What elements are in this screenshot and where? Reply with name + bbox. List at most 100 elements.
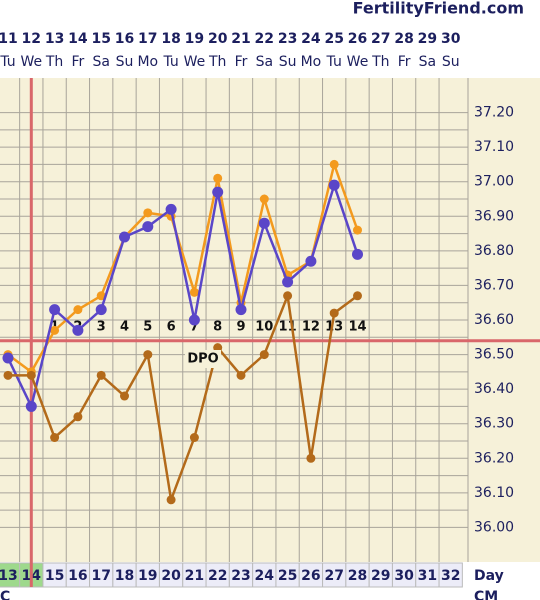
cycle-day-title: Day xyxy=(474,568,504,584)
weekday-label: Sa xyxy=(92,54,109,70)
date-label: 13 xyxy=(45,31,64,47)
date-label: 29 xyxy=(418,31,437,47)
cycle-day-label: 25 xyxy=(278,568,297,584)
dpo-label: 4 xyxy=(120,320,129,335)
y-tick-label: 36.10 xyxy=(474,485,514,501)
dpo-label: 3 xyxy=(97,320,106,335)
data-point xyxy=(189,433,199,443)
data-point xyxy=(143,350,153,360)
series-line xyxy=(8,290,359,505)
date-label: 20 xyxy=(208,31,228,47)
data-point xyxy=(353,291,362,301)
data-point xyxy=(305,255,317,267)
cycle-day-label: 19 xyxy=(138,568,157,584)
cycle-day-label: 32 xyxy=(441,568,460,584)
cycle-day-label: 16 xyxy=(68,568,87,584)
weekday-label: Fr xyxy=(235,54,248,70)
y-tick-label: 36.20 xyxy=(474,450,514,466)
data-point xyxy=(236,370,246,380)
y-tick-label: 36.40 xyxy=(474,381,514,397)
date-label: 25 xyxy=(324,31,343,47)
site-name: FertilityFriend.com xyxy=(353,0,524,18)
data-point xyxy=(188,314,200,326)
cycle-day-label: 30 xyxy=(394,568,414,584)
weekday-label: Sa xyxy=(256,54,273,70)
data-point xyxy=(119,231,130,243)
cycle-day-label: 20 xyxy=(161,568,181,584)
weekday-label: Tu xyxy=(326,54,342,70)
data-point xyxy=(259,350,269,360)
weekday-label: Th xyxy=(371,54,389,70)
data-point xyxy=(212,186,224,198)
weekday-label: We xyxy=(184,54,206,70)
weekday-label: Su xyxy=(442,54,460,70)
data-point xyxy=(189,287,199,297)
data-point xyxy=(143,208,153,218)
dpo-label: 14 xyxy=(348,320,366,335)
data-point xyxy=(3,370,13,380)
cycle-day-label: 31 xyxy=(418,568,437,584)
date-label: 11 xyxy=(0,31,18,47)
data-point xyxy=(96,370,106,380)
series-line xyxy=(6,181,359,411)
y-tick-label: 36.00 xyxy=(474,519,514,535)
data-point xyxy=(353,225,362,235)
date-label: 26 xyxy=(348,31,367,47)
y-tick-label: 37.10 xyxy=(474,139,514,155)
data-point xyxy=(96,291,106,301)
cycle-day-label: 24 xyxy=(255,568,275,584)
date-label: 18 xyxy=(161,31,180,47)
data-point xyxy=(26,370,36,380)
dpo-label: 6 xyxy=(167,320,176,335)
y-tick-label: 37.00 xyxy=(474,174,514,190)
data-point xyxy=(2,352,14,364)
weekday-label: Fr xyxy=(398,54,411,70)
date-label: 27 xyxy=(371,31,390,47)
dpo-title: DPO xyxy=(187,352,218,367)
dpo-label: 9 xyxy=(236,320,245,335)
data-point xyxy=(306,453,316,463)
weekday-label: Mo xyxy=(137,54,158,70)
y-tick-label: 36.80 xyxy=(474,243,514,259)
weekday-label: Tu xyxy=(0,54,16,70)
data-point xyxy=(95,304,107,316)
date-label: 17 xyxy=(138,31,157,47)
data-point xyxy=(328,179,340,191)
weekday-label: Su xyxy=(279,54,297,70)
cycle-day-label: 26 xyxy=(301,568,320,584)
y-tick-label: 36.70 xyxy=(474,277,514,293)
weekday-label: We xyxy=(20,54,42,70)
data-point xyxy=(166,495,176,505)
date-label: 24 xyxy=(301,31,321,47)
cycle-day-cell xyxy=(438,562,463,588)
date-label: 15 xyxy=(91,31,110,47)
cycle-day-label: 28 xyxy=(348,568,367,584)
cycle-day-label: 15 xyxy=(45,568,64,584)
dpo-label: 8 xyxy=(213,320,222,335)
dpo-label: 12 xyxy=(302,320,320,335)
date-label: 14 xyxy=(68,31,88,47)
weekday-label: Fr xyxy=(72,54,85,70)
bottom-right: CM xyxy=(474,589,498,600)
data-point xyxy=(50,325,60,335)
cycle-day-label: 13 xyxy=(0,568,18,584)
y-tick-label: 36.90 xyxy=(474,208,514,224)
date-label: 21 xyxy=(231,31,250,47)
weekday-label: Th xyxy=(45,54,63,70)
data-point xyxy=(329,308,339,318)
data-point xyxy=(352,248,363,260)
weekday-label: Mo xyxy=(301,54,322,70)
date-label: 23 xyxy=(278,31,297,47)
dpo-title-bg xyxy=(185,350,221,368)
date-label: 28 xyxy=(394,31,413,47)
data-point xyxy=(282,276,294,288)
data-point xyxy=(213,173,223,183)
bottom-left: C xyxy=(0,589,10,600)
data-point xyxy=(259,194,269,204)
cycle-day-label: 17 xyxy=(91,568,110,584)
weekday-label: We xyxy=(347,54,369,70)
data-point xyxy=(213,343,223,353)
data-point xyxy=(49,304,61,316)
date-label: 30 xyxy=(441,31,461,47)
data-point xyxy=(120,391,129,401)
